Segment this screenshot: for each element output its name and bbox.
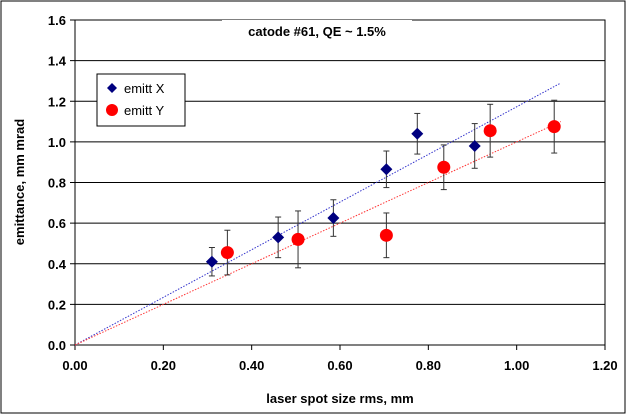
data-point-emitt-x — [468, 139, 481, 152]
legend-label-y: emitt Y — [124, 103, 165, 118]
legend-circle-marker — [106, 104, 118, 116]
y-axis-title: emittance, mm mrad — [12, 119, 27, 245]
x-tick-label: 1.00 — [504, 358, 529, 373]
y-tick-label: 1.6 — [48, 13, 66, 28]
legend: emitt X emitt Y — [96, 73, 186, 127]
y-tick-labels: 0.0 0.2 0.4 0.6 0.8 1.0 1.2 1.4 1.6 — [48, 13, 75, 353]
data-point-emitt-y — [547, 120, 561, 134]
legend-box — [96, 73, 186, 127]
data-point-emitt-y — [379, 228, 393, 242]
y-tick-label: 1.2 — [48, 94, 66, 109]
legend-diamond-marker — [107, 83, 117, 93]
data-point-emitt-x — [327, 212, 340, 225]
data-point-emitt-x — [380, 163, 393, 176]
data-point-emitt-y — [483, 124, 497, 138]
data-point-emitt-y — [220, 246, 234, 260]
data-point-emitt-y — [437, 160, 451, 174]
y-tick-label: 0.4 — [48, 257, 67, 272]
x-axis-title: laser spot size rms, mm — [266, 391, 413, 406]
data-point-emitt-x — [205, 255, 218, 268]
trendline-emitt-x — [74, 82, 562, 346]
y-tick-label: 0.2 — [48, 297, 66, 312]
y-tick-label: 0.8 — [48, 176, 66, 191]
x-tick-label: 0.80 — [416, 358, 441, 373]
legend-label-x: emitt X — [124, 81, 165, 96]
x-tick-label: 1.20 — [592, 358, 617, 373]
trendlines — [74, 82, 562, 346]
trendline-emitt-y — [74, 121, 562, 346]
data-point-emitt-y — [291, 232, 305, 246]
data-point-emitt-x — [411, 127, 424, 140]
y-tick-label: 1.4 — [48, 54, 67, 69]
x-tick-label: 0.20 — [151, 358, 176, 373]
y-tick-label: 0.0 — [48, 338, 66, 353]
y-tick-label: 1.0 — [48, 135, 66, 150]
x-tick-label: 0.40 — [239, 358, 264, 373]
y-tick-label: 0.6 — [48, 216, 66, 231]
x-tick-labels: 0.00 0.20 0.40 0.60 0.80 1.00 1.20 — [62, 345, 618, 373]
title-box — [222, 20, 412, 42]
x-tick-label: 0.00 — [62, 358, 87, 373]
x-tick-label: 0.60 — [327, 358, 352, 373]
data-point-emitt-x — [272, 231, 285, 244]
chart-title: catode #61, QE ~ 1.5% — [248, 24, 386, 39]
data-markers — [205, 120, 561, 268]
